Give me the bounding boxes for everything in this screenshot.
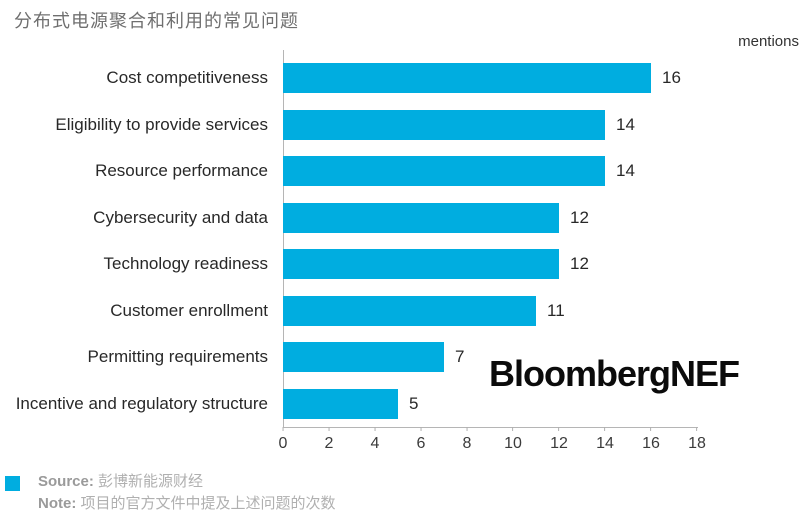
- axis-unit-label: mentions: [738, 33, 799, 50]
- tick-mark: [282, 427, 284, 431]
- value-label: 12: [569, 254, 589, 274]
- tick-mark: [328, 427, 330, 431]
- bloombergnef-watermark: BloombergNEF: [489, 353, 740, 394]
- tick-mark: [466, 427, 468, 431]
- x-axis-ticks: 0 2 4 6 8 10 12 14 16 18: [279, 427, 706, 461]
- category-label: Customer enrollment: [110, 300, 268, 320]
- tick-label: 0: [278, 435, 288, 452]
- x-tick: 12: [550, 427, 568, 453]
- value-label: 5: [409, 393, 419, 413]
- bar-track: 14: [283, 109, 697, 140]
- tick-mark: [374, 427, 376, 431]
- bar: [283, 156, 605, 187]
- x-tick: 14: [596, 427, 614, 453]
- bar-row: Cybersecurity and data 12: [0, 195, 800, 242]
- tick-mark: [650, 427, 652, 431]
- category-label: Cybersecurity and data: [93, 207, 268, 227]
- tick-mark: [420, 427, 422, 431]
- category-label: Incentive and regulatory structure: [15, 393, 268, 413]
- tick-label: 4: [370, 435, 380, 452]
- tick-label: 12: [550, 435, 568, 452]
- tick-mark: [512, 427, 514, 431]
- bar: [283, 63, 651, 94]
- category-label: Technology readiness: [103, 254, 268, 274]
- bar-track: 14: [283, 156, 697, 187]
- x-tick: 16: [642, 427, 660, 453]
- note-text: 项目的官方文件中提及上述问题的次数: [80, 495, 336, 512]
- x-tick: 10: [504, 427, 522, 453]
- note-line: Note: 项目的官方文件中提及上述问题的次数: [38, 492, 336, 513]
- bar-row: Resource performance 14: [0, 148, 800, 195]
- bar-row: Cost competitiveness 16: [0, 55, 800, 102]
- category-label: Cost competitiveness: [106, 68, 268, 88]
- source-line: Source: 彭博新能源财经: [38, 470, 203, 491]
- y-axis-line: [283, 50, 284, 427]
- note-label: Note:: [38, 495, 77, 512]
- bar-row: Eligibility to provide services 14: [0, 102, 800, 149]
- value-label: 12: [569, 207, 589, 227]
- tick-label: 2: [324, 435, 334, 452]
- bar-track: 16: [283, 63, 697, 94]
- category-label: Resource performance: [95, 161, 268, 181]
- bar: [283, 295, 536, 326]
- tick-label: 14: [596, 435, 614, 452]
- value-label: 11: [547, 300, 565, 320]
- tick-label: 6: [416, 435, 426, 452]
- bar-row: Customer enrollment 11: [0, 288, 800, 335]
- bar: [283, 249, 559, 280]
- bar-row: Permitting requirements 7: [0, 334, 800, 381]
- bar-track: 12: [283, 202, 697, 233]
- x-tick: 0: [278, 427, 288, 453]
- tick-label: 8: [462, 435, 472, 452]
- bar-track: 7: [283, 342, 697, 373]
- bar: [283, 202, 559, 233]
- tick-label: 10: [504, 435, 522, 452]
- source-label: Source:: [38, 473, 94, 490]
- x-tick: 8: [462, 427, 472, 453]
- x-tick: 4: [370, 427, 380, 453]
- value-label: 14: [616, 114, 635, 134]
- tick-mark: [696, 427, 698, 431]
- tick-label: 16: [642, 435, 660, 452]
- bar-track: 12: [283, 249, 697, 280]
- x-tick: 18: [688, 427, 706, 453]
- bar: [283, 109, 605, 140]
- tick-label: 18: [688, 435, 706, 452]
- tick-mark: [558, 427, 560, 431]
- legend-swatch: [5, 476, 20, 491]
- chart-title: 分布式电源聚合和利用的常见问题: [14, 11, 299, 31]
- bar: [283, 388, 398, 419]
- bar-row: Technology readiness 12: [0, 241, 800, 288]
- x-axis-line: [283, 427, 698, 428]
- tick-mark: [604, 427, 606, 431]
- bar-row: Incentive and regulatory structure 5: [0, 381, 800, 428]
- bar-rows: Cost competitiveness 16 Eligibility to p…: [0, 55, 800, 427]
- value-label: 14: [616, 161, 635, 181]
- bar-track: 11: [283, 295, 697, 326]
- category-label: Eligibility to provide services: [55, 114, 268, 134]
- bar: [283, 342, 444, 373]
- x-tick: 2: [324, 427, 334, 453]
- source-text: 彭博新能源财经: [98, 473, 204, 490]
- value-label: 16: [662, 68, 681, 88]
- x-tick: 6: [416, 427, 426, 453]
- value-label: 7: [455, 347, 465, 367]
- category-label: Permitting requirements: [87, 347, 268, 367]
- bar-track: 5: [283, 388, 697, 419]
